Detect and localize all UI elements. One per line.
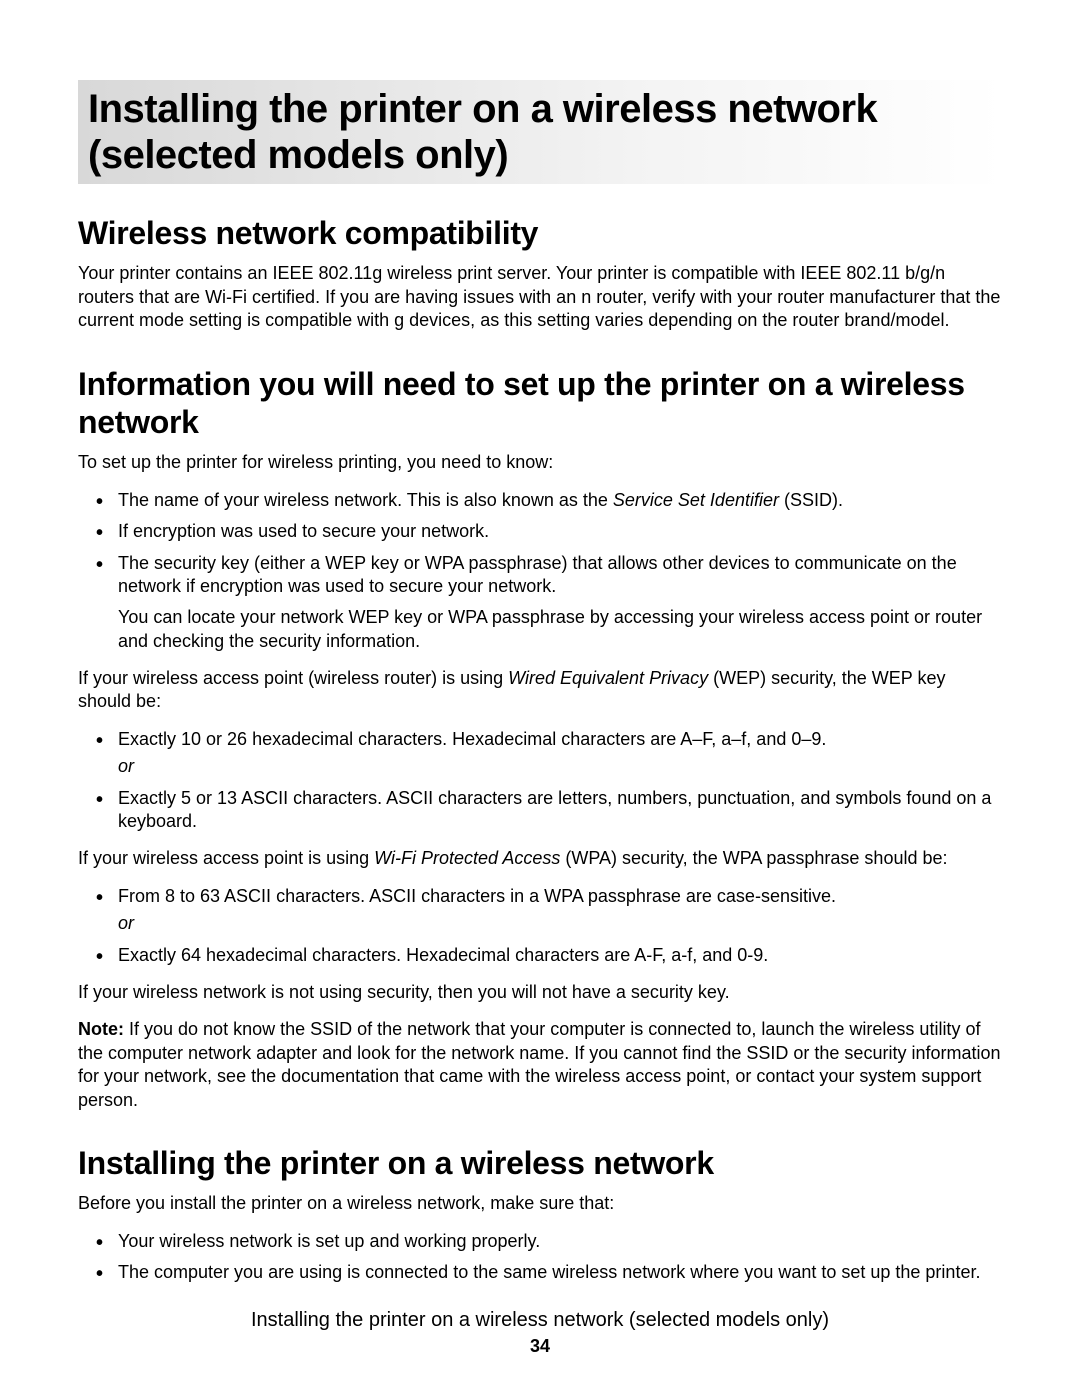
list-item: Exactly 5 or 13 ASCII characters. ASCII … xyxy=(92,787,1002,834)
list-item: Exactly 10 or 26 hexadecimal characters.… xyxy=(92,728,1002,779)
page-footer: Installing the printer on a wireless net… xyxy=(0,1309,1080,1357)
page-number: 34 xyxy=(0,1336,1080,1357)
list-item: Exactly 64 hexadecimal characters. Hexad… xyxy=(92,944,1002,967)
heading-compatibility: Wireless network compatibility xyxy=(78,214,1002,252)
paragraph: If your wireless access point (wireless … xyxy=(78,667,1002,714)
bullet-list: From 8 to 63 ASCII characters. ASCII cha… xyxy=(78,885,1002,967)
list-item: The security key (either a WEP key or WP… xyxy=(92,552,1002,654)
term-ssid: Service Set Identifier xyxy=(613,490,779,510)
note-paragraph: Note: If you do not know the SSID of the… xyxy=(78,1018,1002,1112)
chapter-title: Installing the printer on a wireless net… xyxy=(88,86,992,178)
note-label: Note: xyxy=(78,1019,124,1039)
list-item: If encryption was used to secure your ne… xyxy=(92,520,1002,543)
section-installing: Installing the printer on a wireless net… xyxy=(78,1144,1002,1285)
list-subtext: You can locate your network WEP key or W… xyxy=(118,606,1002,653)
list-item: The computer you are using is connected … xyxy=(92,1261,1002,1284)
list-item: From 8 to 63 ASCII characters. ASCII cha… xyxy=(92,885,1002,936)
list-item: Your wireless network is set up and work… xyxy=(92,1230,1002,1253)
paragraph: If your wireless access point is using W… xyxy=(78,847,1002,870)
chapter-banner: Installing the printer on a wireless net… xyxy=(78,80,1002,184)
bullet-list: Your wireless network is set up and work… xyxy=(78,1230,1002,1285)
or-text: or xyxy=(118,912,1002,935)
or-text: or xyxy=(118,755,1002,778)
paragraph: Before you install the printer on a wire… xyxy=(78,1192,1002,1215)
section-compatibility: Wireless network compatibility Your prin… xyxy=(78,214,1002,333)
section-info-needed: Information you will need to set up the … xyxy=(78,365,1002,1112)
term-wep: Wired Equivalent Privacy xyxy=(508,668,708,688)
paragraph: To set up the printer for wireless print… xyxy=(78,451,1002,474)
paragraph: Your printer contains an IEEE 802.11g wi… xyxy=(78,262,1002,332)
heading-info-needed: Information you will need to set up the … xyxy=(78,365,1002,442)
list-item: The name of your wireless network. This … xyxy=(92,489,1002,512)
heading-installing: Installing the printer on a wireless net… xyxy=(78,1144,1002,1182)
bullet-list: The name of your wireless network. This … xyxy=(78,489,1002,653)
paragraph: If your wireless network is not using se… xyxy=(78,981,1002,1004)
bullet-list: Exactly 10 or 26 hexadecimal characters.… xyxy=(78,728,1002,834)
term-wpa: Wi-Fi Protected Access xyxy=(374,848,560,868)
footer-title: Installing the printer on a wireless net… xyxy=(0,1309,1080,1332)
